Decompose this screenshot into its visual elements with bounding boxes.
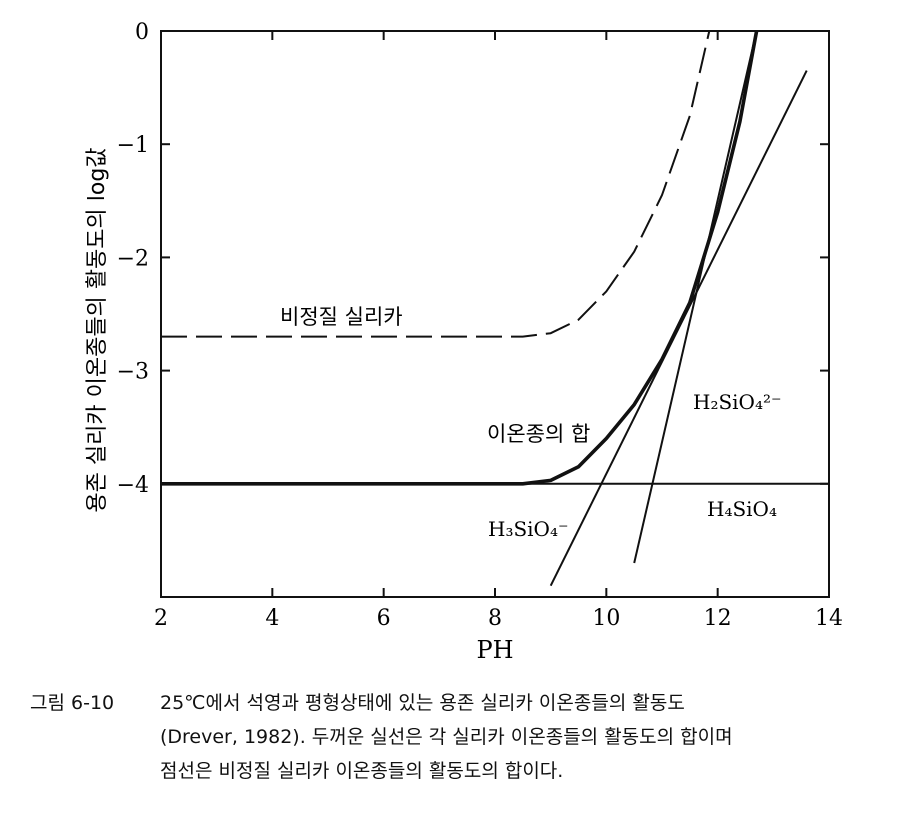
x-tick-label-3: 8 bbox=[488, 606, 502, 631]
series-line-2 bbox=[633, 30, 758, 564]
caption-number: 그림 6-10 bbox=[30, 692, 115, 714]
series-lines bbox=[161, 30, 829, 587]
label-sum-of-species: 이온종의 합 bbox=[487, 422, 590, 446]
x-axis-label: PH bbox=[476, 636, 513, 664]
label-h4sio4: H₄SiO₄ bbox=[707, 497, 777, 521]
caption-line-3: 점선은 비정질 실리카 이온종들의 활동도의 합이다. bbox=[160, 760, 564, 782]
series-line-4 bbox=[161, 30, 711, 338]
series-line-3 bbox=[161, 30, 759, 486]
x-tick-label-5: 12 bbox=[704, 606, 732, 631]
caption-line-1: 그림 6-10 25℃에서 석영과 평형상태에 있는 용존 실리카 이온종들의 활… bbox=[30, 686, 905, 720]
x-tick-label-1: 4 bbox=[265, 606, 279, 631]
label-h3sio4: H₃SiO₄⁻ bbox=[488, 517, 569, 541]
figure-caption: 그림 6-10 25℃에서 석영과 평형상태에 있는 용존 실리카 이온종들의 활… bbox=[30, 686, 905, 788]
x-tick-label-0: 2 bbox=[154, 606, 168, 631]
x-tick-label-2: 6 bbox=[377, 606, 391, 631]
chart: 2 4 6 8 10 12 14 0 −1 −2 −3 −4 PH 용존 실리카 이온종들의 활동도의… bbox=[85, 20, 843, 664]
y-tick-label-4: −4 bbox=[117, 473, 149, 498]
y-tick-label-2: −2 bbox=[117, 246, 149, 271]
label-amorphous-silica: 비정질 실리카 bbox=[280, 305, 403, 329]
y-axis-label: 용존 실리카 이온종들의 활동도의 log값 bbox=[85, 147, 110, 512]
axis-ticks: 2 4 6 8 10 12 14 0 −1 −2 −3 −4 bbox=[117, 20, 843, 631]
x-tick-label-4: 10 bbox=[592, 606, 620, 631]
label-h2sio4: H₂SiO₄²⁻ bbox=[693, 390, 782, 414]
caption-line-2: (Drever, 1982). 두꺼운 실선은 각 실리카 이온종들의 활동도의… bbox=[160, 726, 733, 748]
y-tick-label-3: −3 bbox=[117, 360, 149, 385]
x-tick-label-6: 14 bbox=[815, 606, 843, 631]
y-tick-label-1: −1 bbox=[117, 133, 149, 158]
caption-text-1: 25℃에서 석영과 평형상태에 있는 용존 실리카 이온종들의 활동도 bbox=[160, 692, 685, 714]
y-tick-label-0: 0 bbox=[135, 20, 149, 45]
